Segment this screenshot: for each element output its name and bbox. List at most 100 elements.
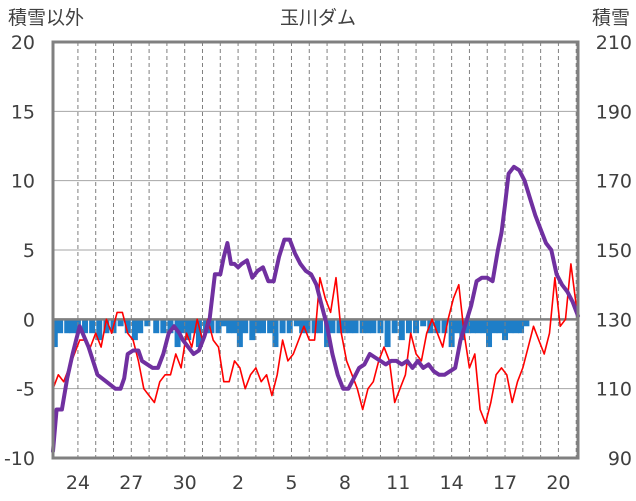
plot-frame bbox=[51, 40, 580, 460]
precip-bar bbox=[96, 319, 103, 341]
precip-bar bbox=[316, 319, 323, 334]
precip-bar bbox=[260, 319, 266, 334]
precip-bar bbox=[103, 319, 110, 334]
series-layer bbox=[51, 164, 580, 454]
y-left-tick: 20 bbox=[11, 32, 35, 54]
x-tick: 11 bbox=[386, 472, 410, 494]
precip-bar bbox=[153, 319, 160, 334]
y-right-tick: 190 bbox=[596, 101, 632, 123]
y-right-label: 積雪 bbox=[592, 7, 630, 29]
x-tick: 24 bbox=[66, 472, 90, 494]
precip-bar bbox=[391, 319, 398, 334]
precip-bar bbox=[413, 319, 420, 334]
precip-bar bbox=[352, 319, 359, 334]
precip-bar bbox=[160, 319, 167, 334]
precip-bar bbox=[311, 319, 318, 334]
precip-bar bbox=[124, 319, 131, 334]
precip-bar bbox=[220, 319, 227, 327]
precip-bar bbox=[453, 319, 460, 334]
chart-title: 玉川ダム bbox=[280, 7, 356, 29]
x-tick: 8 bbox=[339, 472, 351, 494]
x-tick: 17 bbox=[493, 472, 517, 494]
precip-bar bbox=[249, 319, 256, 341]
precip-bar bbox=[272, 319, 279, 348]
precip-bar bbox=[480, 319, 487, 334]
precip-bar bbox=[329, 319, 336, 334]
x-tick: 20 bbox=[546, 472, 570, 494]
y-left-tick: 10 bbox=[11, 171, 35, 193]
y-right-tick: 170 bbox=[596, 171, 632, 193]
precip-bar bbox=[512, 319, 519, 334]
precip-bar bbox=[167, 319, 174, 334]
precip-bar bbox=[137, 319, 144, 334]
precip-bar bbox=[365, 319, 371, 334]
precip-bar bbox=[427, 319, 434, 334]
precip-bar bbox=[293, 319, 300, 327]
precip-bar bbox=[190, 319, 197, 334]
precip-bar bbox=[215, 319, 222, 334]
precip-bar bbox=[398, 319, 405, 341]
y-right-tick: 210 bbox=[596, 32, 632, 54]
precip-bar bbox=[51, 319, 58, 348]
precip-bar bbox=[336, 319, 343, 334]
precip-bar bbox=[57, 319, 64, 334]
precip-bar bbox=[496, 319, 503, 334]
precip-bar bbox=[304, 319, 311, 334]
precip-bar bbox=[195, 319, 202, 348]
precip-bar bbox=[82, 319, 89, 334]
y-right-tick: 150 bbox=[596, 240, 632, 262]
precip-bar bbox=[231, 319, 238, 334]
x-tick: 27 bbox=[119, 472, 143, 494]
precip-bar bbox=[441, 319, 448, 334]
precip-bar bbox=[64, 319, 71, 334]
y-left-tick: -5 bbox=[16, 379, 35, 401]
precip-bar bbox=[384, 319, 391, 348]
precip-bar bbox=[518, 319, 525, 334]
y-right-tick: 90 bbox=[608, 448, 632, 470]
x-tick: 14 bbox=[440, 472, 464, 494]
precip-bar bbox=[405, 319, 412, 334]
y-right-tick: 130 bbox=[596, 309, 632, 331]
precip-bar bbox=[470, 319, 476, 334]
precip-bar bbox=[236, 319, 243, 348]
precip-bar bbox=[242, 319, 249, 334]
x-tick: 2 bbox=[232, 472, 244, 494]
precip-bar bbox=[131, 319, 138, 341]
y-right-tick: 110 bbox=[596, 379, 632, 401]
precip-bar bbox=[475, 319, 482, 334]
precip-bar bbox=[491, 319, 498, 334]
precip-bar bbox=[89, 319, 96, 334]
precip-bar bbox=[420, 319, 427, 327]
precip-bar bbox=[226, 319, 233, 334]
precip-bar bbox=[359, 319, 366, 334]
precip-bar bbox=[117, 319, 124, 327]
grid-layer bbox=[53, 41, 578, 459]
precip-bar bbox=[144, 319, 151, 327]
y-left-tick: -10 bbox=[4, 448, 35, 470]
y-left-tick: 0 bbox=[23, 309, 35, 331]
precip-bar bbox=[377, 319, 384, 334]
precip-bar bbox=[434, 319, 441, 334]
precip-bar bbox=[299, 319, 306, 334]
y-left-tick: 5 bbox=[23, 240, 35, 262]
precip-bar bbox=[370, 319, 377, 334]
precip-bar bbox=[523, 319, 530, 327]
precip-bar bbox=[464, 319, 471, 334]
temperature-line bbox=[52, 263, 579, 425]
precip-bar bbox=[69, 319, 76, 334]
precip-bar bbox=[208, 319, 215, 334]
y-left-tick: 15 bbox=[11, 101, 35, 123]
y-left-label: 積雪以外 bbox=[8, 7, 84, 29]
labels-layer: 玉川ダム 積雪以外 積雪 20 15 10 5 0 -5 -10 210 190 170 150 13… bbox=[4, 7, 632, 494]
x-tick: 5 bbox=[285, 472, 297, 494]
precip-bar bbox=[179, 319, 186, 334]
precip-bar bbox=[254, 319, 261, 334]
precip-layer bbox=[51, 319, 530, 348]
precip-bar bbox=[486, 319, 493, 348]
precip-bar bbox=[279, 319, 286, 334]
precip-bar bbox=[267, 319, 274, 334]
precip-bar bbox=[507, 319, 514, 334]
x-tick: 30 bbox=[173, 472, 197, 494]
snow-depth-line bbox=[51, 164, 580, 454]
